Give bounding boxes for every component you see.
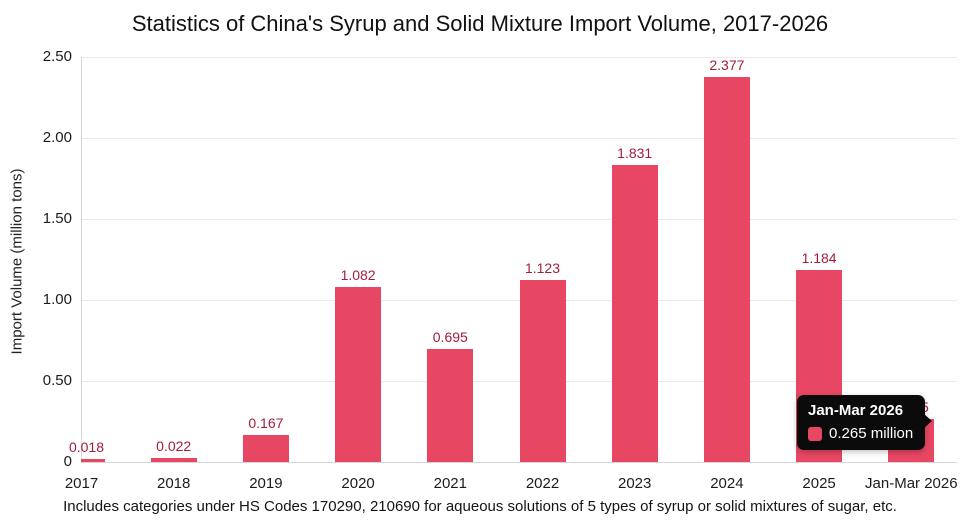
chart-title: Statistics of China's Syrup and Solid Mi…	[131, 11, 829, 36]
bars-layer	[81, 0, 957, 462]
tooltip-title: Jan-Mar 2026	[808, 402, 904, 419]
bar-value-label: 1.082	[340, 266, 376, 283]
y-tick-label: 0.50	[42, 372, 72, 389]
gridline	[81, 299, 957, 301]
bar-value-label: 1.123	[524, 260, 561, 277]
y-tick-label: 0	[63, 453, 72, 470]
tooltip-arrow-icon	[924, 414, 933, 428]
bar-2019[interactable]	[242, 435, 289, 462]
chart-tooltip: Jan-Mar 2026 0.265 million	[797, 395, 933, 450]
bar-value-label: 0.022	[156, 438, 192, 455]
bar-2017[interactable]	[81, 459, 105, 462]
gridline	[81, 218, 957, 220]
bar-value-label: 0.695	[432, 329, 468, 346]
x-tick-label: 2021	[433, 475, 467, 492]
bar-value-label: 1.184	[801, 250, 837, 267]
y-tick-label: 2.50	[42, 48, 72, 65]
bar-2018[interactable]	[150, 458, 197, 462]
gridline	[81, 380, 957, 382]
bar-2024[interactable]	[703, 77, 750, 462]
bar-2020[interactable]	[335, 287, 382, 462]
gridline	[81, 56, 957, 58]
x-tick-label: 2017	[64, 475, 99, 492]
x-tick-label: 2018	[157, 475, 191, 492]
x-tick-label: 2025	[802, 475, 836, 492]
bar-value-label: 1.831	[617, 145, 653, 162]
y-tick-label: 1.00	[42, 291, 72, 308]
bar-2021[interactable]	[427, 349, 474, 462]
y-axis-line	[81, 57, 82, 462]
x-tick-label: 2020	[341, 475, 375, 492]
chart-footnote: Includes categories under HS Codes 17029…	[63, 498, 897, 515]
bar-value-label: 2.377	[709, 56, 745, 73]
x-tick-label: Jan-Mar 2026	[865, 475, 958, 492]
x-tick-label: 2019	[249, 475, 283, 492]
x-axis-line	[81, 461, 957, 463]
tooltip-value-row: 0.265 million	[808, 425, 913, 442]
tooltip-series-swatch	[808, 426, 822, 441]
y-tick-label: 2.00	[42, 129, 72, 146]
gridline	[81, 137, 957, 139]
y-tick-label: 1.50	[42, 210, 72, 227]
bar-2023[interactable]	[611, 165, 658, 462]
x-tick-label: 2023	[618, 475, 652, 492]
x-tick-label: 2022	[525, 475, 560, 492]
bar-2022[interactable]	[519, 280, 566, 462]
bar-value-label: 0.018	[68, 439, 105, 456]
bar-value-label: 0.167	[248, 414, 284, 431]
tooltip-value: 0.265 million	[829, 425, 914, 442]
x-tick-label: 2024	[710, 475, 744, 492]
